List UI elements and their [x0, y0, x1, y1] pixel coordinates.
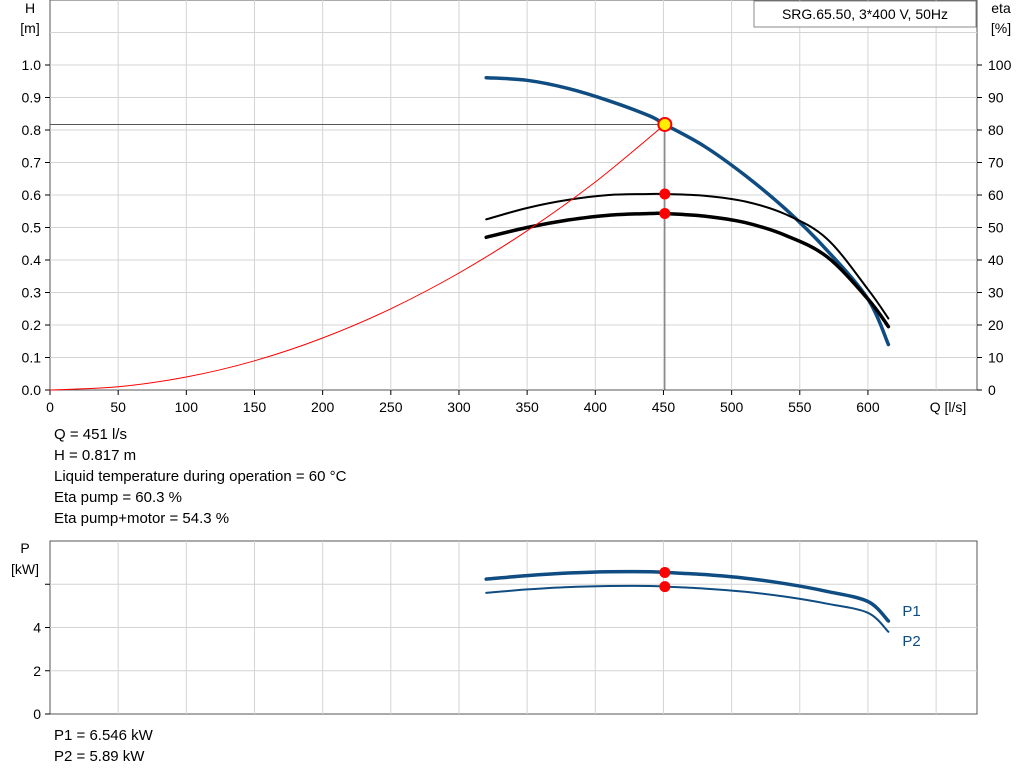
y-right-tick-label: 0 — [988, 382, 996, 398]
eta-pump-motor-curve — [484, 211, 891, 329]
chart-title: SRG.65.50, 3*400 V, 50Hz — [782, 6, 948, 22]
power-y-tick-label: 4 — [33, 620, 41, 636]
x-tick-label: 150 — [243, 399, 267, 415]
y-right-tick-label: 60 — [988, 187, 1004, 203]
p1-curve — [484, 569, 891, 623]
x-tick-label: 300 — [447, 399, 471, 415]
head-duty-marker — [657, 116, 673, 132]
y-right-tick-label: 50 — [988, 220, 1004, 236]
y-left-tick-label: 0.6 — [22, 187, 42, 203]
x-tick-label: 550 — [788, 399, 812, 415]
y-left-tick-label: 0.0 — [22, 382, 42, 398]
x-tick-label: 450 — [652, 399, 676, 415]
info-liquid-temperature: Liquid temperature during operation = 60… — [54, 468, 347, 485]
y-right-tick-label: 10 — [988, 350, 1004, 366]
y-left-tick-label: 1.0 — [22, 57, 42, 73]
y-right-tick-label: 20 — [988, 317, 1004, 333]
x-tick-label: 50 — [110, 399, 126, 415]
power-y-tick-label: 2 — [33, 663, 41, 679]
p2-duty-marker — [659, 581, 671, 593]
x-tick-label: 0 — [46, 399, 54, 415]
pump-head-curve — [484, 75, 891, 347]
y-right-tick-label: 90 — [988, 90, 1004, 106]
y-left-axis-label: H — [25, 0, 35, 16]
p1-duty-marker — [659, 566, 671, 578]
x-tick-label: 250 — [379, 399, 403, 415]
y-left-axis-unit: [m] — [20, 20, 39, 36]
p2-curve-label: P2 — [902, 633, 920, 650]
x-tick-label: 100 — [175, 399, 199, 415]
power-y-tick-label: 0 — [33, 706, 41, 722]
y-left-tick-label: 0.3 — [22, 285, 42, 301]
x-axis-label: Q [l/s] — [930, 399, 967, 415]
y-right-tick-label: 100 — [988, 57, 1012, 73]
p2-curve — [485, 584, 890, 633]
y-left-tick-label: 0.2 — [22, 317, 42, 333]
x-tick-label: 350 — [515, 399, 539, 415]
x-tick-label: 500 — [720, 399, 744, 415]
x-tick-label: 400 — [584, 399, 608, 415]
power-info: P1 = 6.546 kW P2 = 5.89 kW — [54, 725, 153, 767]
y-right-tick-label: 30 — [988, 285, 1004, 301]
operating-point-info: Q = 451 l/s H = 0.817 m Liquid temperatu… — [54, 424, 346, 529]
power-y-axis-unit: [kW] — [11, 561, 39, 577]
info-flow: Q = 451 l/s — [54, 426, 127, 443]
eta-pump-duty-marker — [659, 188, 671, 200]
p1-curve-label: P1 — [902, 603, 920, 620]
y-left-tick-label: 0.4 — [22, 252, 42, 268]
info-eta-pump: Eta pump = 60.3 % — [54, 489, 182, 506]
y-right-axis-label: eta — [991, 0, 1011, 16]
info-p1: P1 = 6.546 kW — [54, 727, 153, 744]
title-box — [753, 0, 977, 28]
y-left-tick-label: 0.1 — [22, 350, 42, 366]
y-right-axis-unit: [%] — [991, 20, 1011, 36]
power-chart: 0 2 4 P [kW] P1 P2 — [11, 540, 978, 722]
y-left-tick-label: 0.9 — [22, 90, 42, 106]
power-y-axis-label: P — [20, 540, 29, 556]
info-eta-pump-motor: Eta pump+motor = 54.3 % — [54, 510, 230, 527]
y-right-tick-label: 80 — [988, 122, 1004, 138]
head-efficiency-chart: 0 50 100 150 200 250 300 350 400 450 500 550 6000.00… — [20, 0, 1012, 415]
y-left-tick-label: 0.8 — [22, 122, 42, 138]
info-p2: P2 = 5.89 kW — [54, 748, 145, 765]
info-head: H = 0.817 m — [54, 447, 137, 464]
y-left-tick-label: 0.7 — [22, 155, 42, 171]
eta-pump-curve — [485, 192, 890, 320]
system-curve — [49, 124, 666, 391]
x-tick-label: 200 — [311, 399, 335, 415]
y-right-tick-label: 40 — [988, 252, 1004, 268]
y-right-tick-label: 70 — [988, 155, 1004, 171]
x-tick-label: 600 — [856, 399, 880, 415]
eta-pump-motor-duty-marker — [659, 208, 671, 220]
y-left-tick-label: 0.5 — [22, 220, 42, 236]
